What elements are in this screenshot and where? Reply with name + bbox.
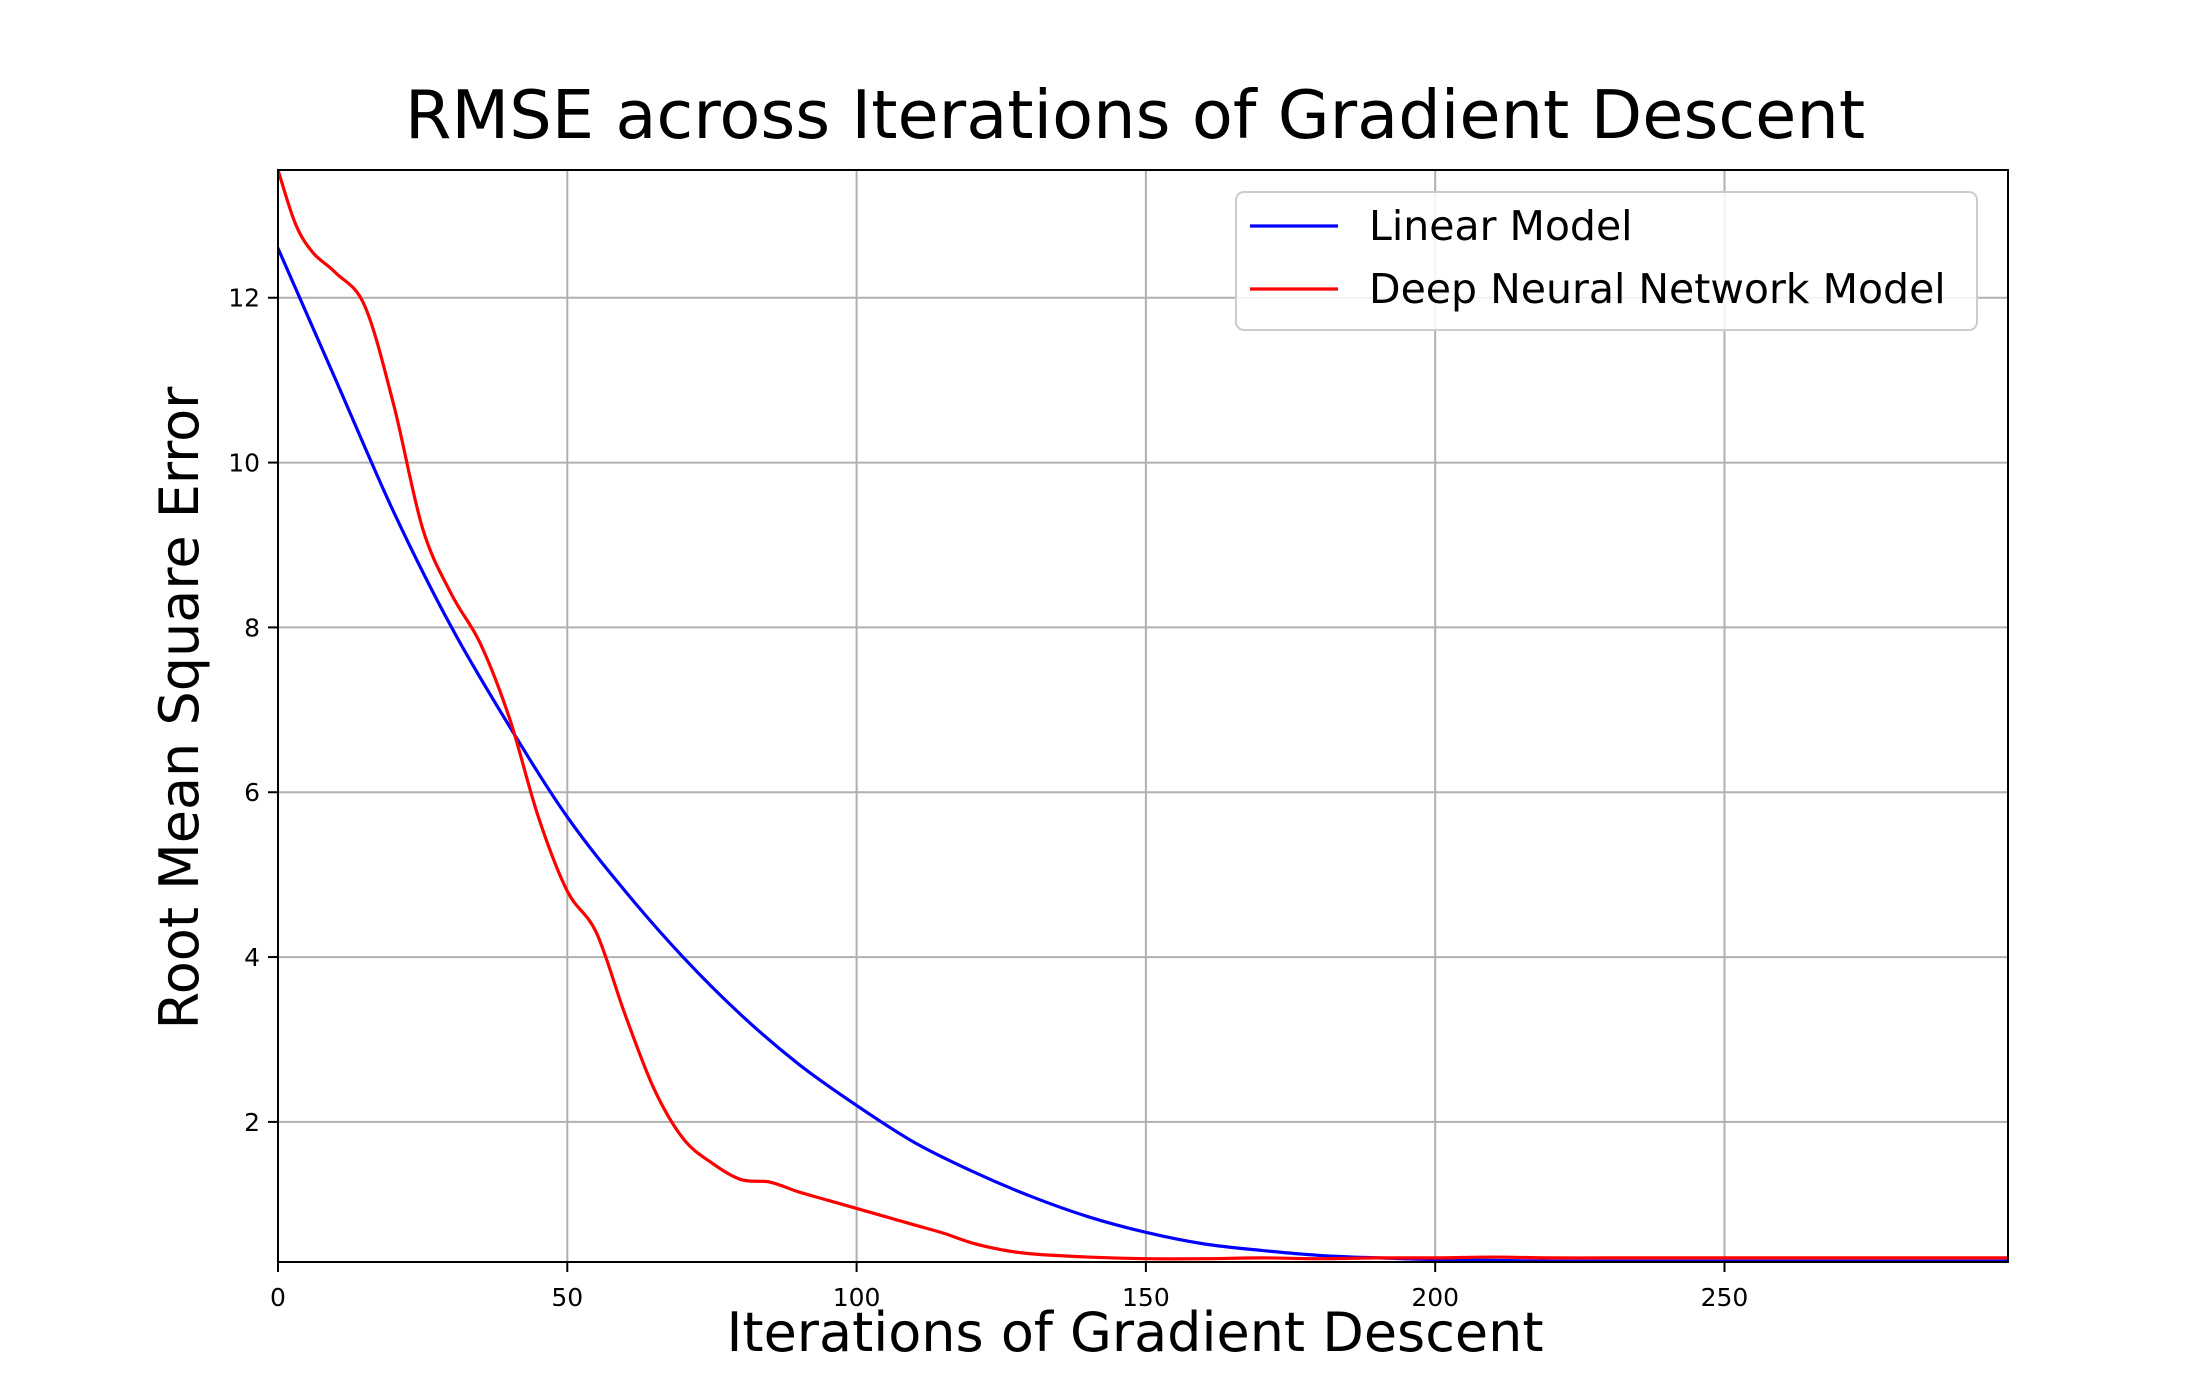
x-axis-title: Iterations of Gradient Descent xyxy=(726,1301,1544,1364)
x-tick-label: 100 xyxy=(833,1283,881,1312)
y-tick-label: 2 xyxy=(244,1108,260,1137)
y-tick-label: 10 xyxy=(228,449,260,478)
series-line-linear-model xyxy=(278,246,2008,1262)
grid-layer xyxy=(277,170,2008,1262)
y-tick-label: 8 xyxy=(244,613,260,642)
y-axis-title: Root Mean Square Error xyxy=(148,386,211,1030)
legend-label: Deep Neural Network Model xyxy=(1369,265,1946,313)
series-line-dnn-model xyxy=(278,170,2008,1261)
plot-frame xyxy=(277,169,2009,1263)
y-tick-label: 12 xyxy=(228,284,260,313)
x-tick-label: 200 xyxy=(1411,1283,1459,1312)
x-tick-label: 0 xyxy=(270,1283,286,1312)
x-tick-label: 150 xyxy=(1122,1283,1170,1312)
chart-title: RMSE across Iterations of Gradient Desce… xyxy=(404,76,1866,154)
y-tick-label: 4 xyxy=(244,943,260,972)
y-tick-label: 6 xyxy=(244,778,260,807)
legend-box xyxy=(1235,191,1978,331)
x-tick-label: 250 xyxy=(1701,1283,1749,1312)
legend: Linear Model Deep Neural Network Model xyxy=(1235,191,1978,331)
legend-label: Linear Model xyxy=(1369,202,1633,250)
x-tick-label: 50 xyxy=(551,1283,583,1312)
tick-layer: 0 50 100 150 200 250 2 4 6 8 10 12 xyxy=(228,284,1748,1312)
series-layer xyxy=(278,170,2008,1262)
